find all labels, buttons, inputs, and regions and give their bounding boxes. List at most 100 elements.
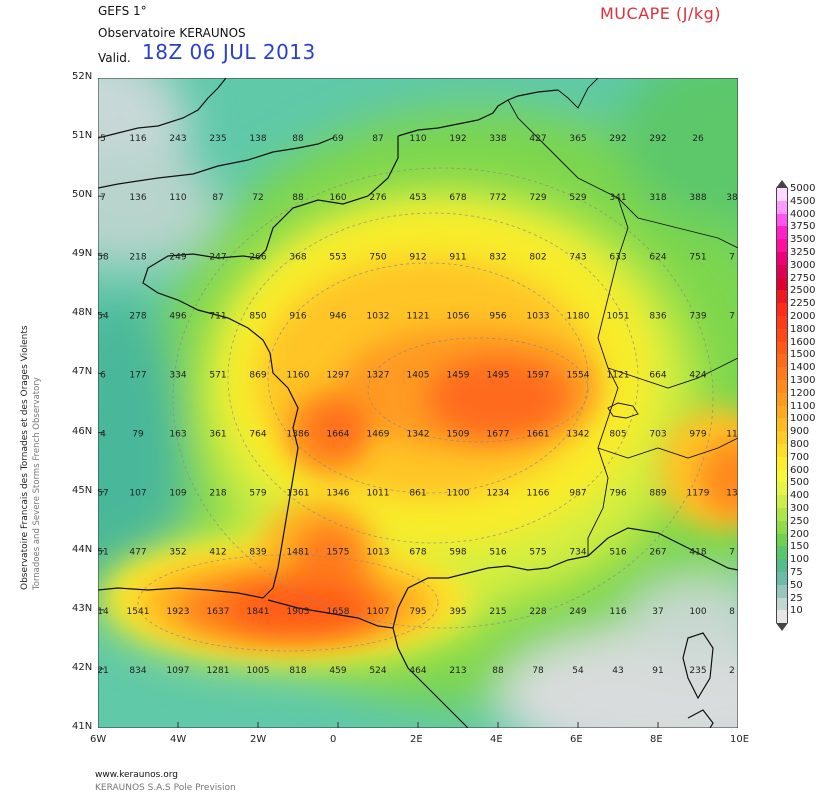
longitude-label: 8E [650, 734, 663, 745]
legend-swatch [776, 405, 788, 419]
grid-value: 54 [572, 666, 584, 676]
legend-item: 75 [776, 567, 803, 585]
grid-value: 453 [409, 193, 426, 203]
grid-value: 1160 [287, 370, 310, 380]
legend-swatch [776, 264, 788, 278]
legend-item: 1300 [776, 375, 815, 393]
grid-value: 1677 [487, 430, 510, 440]
grid-value: 54 [98, 311, 109, 321]
legend-item: 150 [776, 541, 809, 560]
legend-swatch [776, 379, 788, 393]
grid-value: 334 [169, 370, 186, 380]
legend-item: 200 [776, 529, 809, 547]
legend-label: 600 [790, 464, 810, 476]
legend-item: 2750 [776, 273, 815, 291]
grid-value: 88 [292, 193, 304, 203]
grid-value: 1121 [607, 370, 630, 380]
latitude-label: 41N [72, 721, 93, 732]
latitude-label: 45N [72, 484, 93, 496]
grid-value: 1097 [167, 666, 190, 676]
grid-value: 109 [169, 489, 186, 499]
legend-item: 500 [776, 477, 809, 496]
grid-value: 832 [489, 252, 506, 262]
grid-value: 388 [689, 193, 706, 203]
grid-value: 751 [689, 252, 706, 262]
grid-value: 338 [489, 134, 506, 144]
grid-value: 850 [249, 311, 266, 321]
grid-value: 6 [100, 370, 106, 380]
legend-swatch [776, 251, 788, 265]
longitude-label: 2W [250, 734, 267, 745]
grid-value: 956 [489, 311, 506, 321]
legend-item: 1400 [776, 362, 815, 380]
grid-value: 1469 [367, 430, 390, 440]
grid-value: 91 [652, 666, 663, 676]
legend-item: 50 [776, 580, 803, 598]
legend-item: 3250 [776, 247, 815, 265]
grid-value: 249 [569, 607, 586, 617]
grid-value: 664 [649, 370, 666, 380]
grid-value: 69 [332, 134, 344, 144]
grid-value: 87 [372, 134, 383, 144]
grid-value: 4 [100, 430, 106, 440]
grid-value: 427 [529, 134, 546, 144]
longitude-label: 10E [730, 734, 750, 745]
legend-label: 3000 [790, 259, 816, 271]
grid-value: 496 [169, 311, 186, 321]
grid-value: 352 [169, 548, 186, 558]
grid-value: 100 [689, 607, 706, 617]
legend-label: 50 [790, 579, 803, 591]
grid-value: 177 [129, 370, 146, 380]
grid-value: 88 [292, 134, 304, 144]
grid-value: 598 [449, 548, 466, 558]
legend-item: 3500 [776, 234, 815, 252]
grid-value: 889 [649, 489, 666, 499]
legend-swatch [776, 303, 788, 316]
legend-swatch [776, 533, 788, 547]
grid-value: 1386 [287, 430, 310, 440]
legend-label: 400 [790, 490, 810, 502]
latitude-label: 49N [72, 248, 93, 260]
grid-value: 861 [409, 489, 426, 499]
legend-item: 2250 [776, 298, 815, 316]
legend-swatch [776, 188, 788, 201]
website-url[interactable]: www.keraunos.org [95, 770, 178, 780]
legend-label: 200 [790, 528, 810, 540]
legend-label: 3750 [790, 221, 816, 233]
grid-value: 795 [409, 607, 426, 617]
grid-value: 1011 [367, 489, 390, 499]
legend-label: 2500 [790, 285, 816, 297]
grid-value: 516 [609, 548, 626, 558]
grid-value: 78 [532, 666, 544, 676]
latitude-label: 50N [72, 189, 93, 201]
grid-value: 341 [609, 193, 626, 203]
grid-value: 1541 [127, 607, 150, 617]
legend-item: 4000 [776, 209, 815, 227]
coastlines [98, 78, 738, 728]
legend-item: 1800 [776, 324, 815, 342]
grid-value: 703 [649, 430, 666, 440]
grid-value: 1495 [487, 370, 510, 380]
cape-map: 5 116 243 235 138 88 69 87 110 192 338 427 365 292 292… [97, 77, 739, 729]
grid-value: 1166 [527, 489, 550, 499]
grid-value: 7 [729, 252, 735, 262]
grid-value: 1342 [407, 430, 430, 440]
grid-value: 160 [329, 193, 346, 203]
grid-value: 911 [449, 252, 466, 262]
legend-swatch [776, 597, 788, 611]
grid-value: 459 [329, 666, 346, 676]
legend-label: 1300 [790, 374, 816, 386]
grid-value: 1121 [407, 311, 430, 321]
legend-swatch [776, 328, 788, 342]
legend-label: 1100 [790, 400, 816, 412]
legend-label: 1000 [790, 413, 816, 425]
legend-label: 3500 [790, 234, 816, 246]
legend-label: 2750 [790, 272, 816, 284]
grid-value: 88 [492, 666, 504, 676]
legend-label: 75 [790, 566, 803, 578]
legend-item: 250 [776, 516, 809, 534]
legend-item: 5000 [776, 183, 815, 201]
legend-swatch [776, 239, 788, 252]
grid-value: 743 [569, 252, 586, 262]
legend-item: 3000 [776, 260, 815, 278]
